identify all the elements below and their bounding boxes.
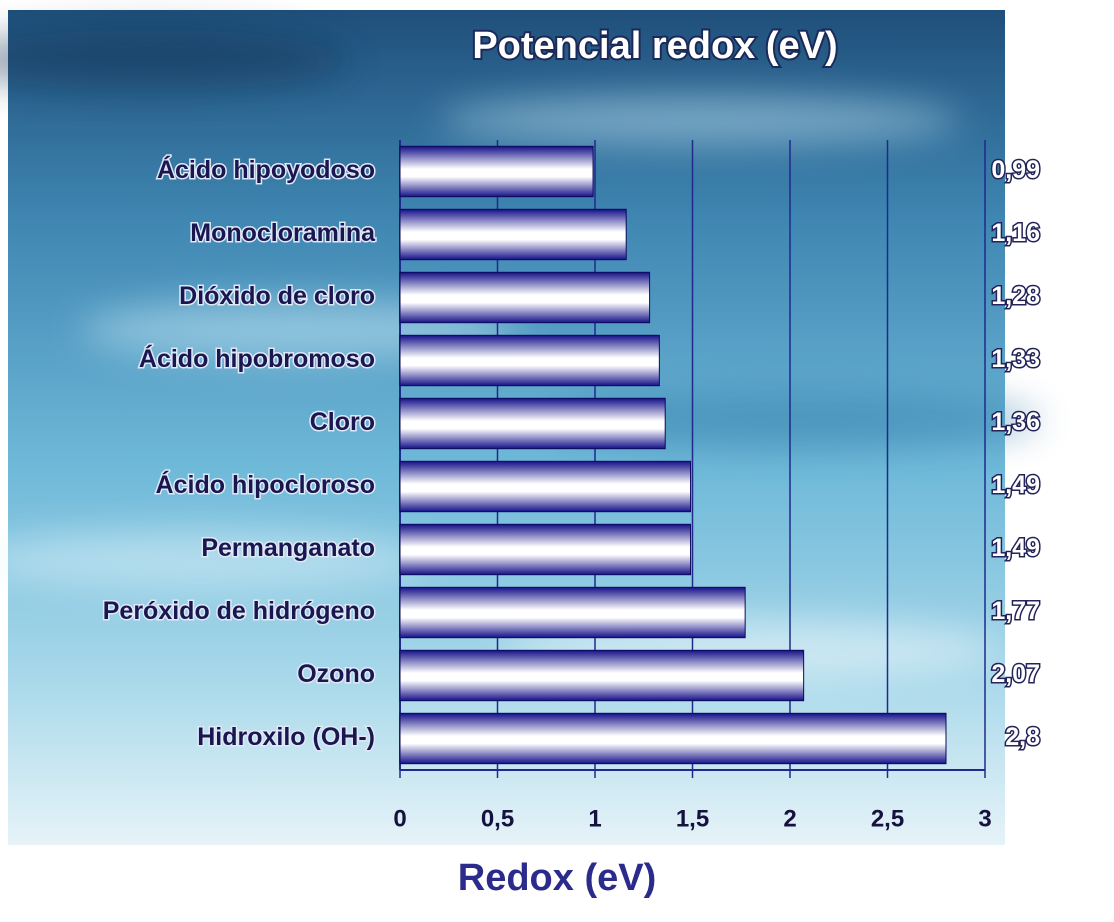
value-label: 1,36 — [991, 408, 1040, 436]
x-tick-label: 0 — [393, 805, 406, 832]
x-tick-label: 0,5 — [481, 805, 514, 832]
value-label: 1,16 — [991, 219, 1040, 247]
chart: Potencial redox (eV) Redox (eV) 0 0,5 1 1,5… — [0, 0, 1114, 922]
value-label: 1,33 — [991, 345, 1040, 373]
category-label: Ácido hipocloroso — [156, 470, 375, 499]
bar — [400, 146, 593, 196]
category-label: Ozono — [297, 660, 375, 688]
x-tick-label: 2,5 — [871, 805, 904, 832]
category-label: Ácido hipoyodoso — [157, 155, 375, 184]
bar — [400, 650, 804, 700]
x-tick-label: 2 — [783, 805, 796, 832]
bar — [400, 335, 659, 385]
x-tick-label: 1,5 — [676, 805, 709, 832]
x-tick-label: 1 — [588, 805, 601, 832]
x-tick-label: 3 — [978, 805, 991, 832]
bar — [400, 398, 665, 448]
value-label: 2,07 — [991, 660, 1040, 688]
value-label: 1,49 — [991, 471, 1040, 499]
category-label: Monocloramina — [190, 219, 376, 247]
bar — [400, 272, 650, 322]
category-label: Dióxido de cloro — [179, 282, 375, 310]
bar — [400, 461, 691, 511]
category-label: Cloro — [310, 408, 375, 436]
category-label: Permanganato — [201, 534, 375, 562]
chart-title: Potencial redox (eV) — [472, 25, 837, 67]
category-label: Ácido hipobromoso — [139, 344, 375, 373]
value-label: 1,77 — [991, 597, 1040, 625]
value-label: 2,8 — [1005, 723, 1040, 751]
category-label: Hidroxilo (OH-) — [197, 723, 375, 751]
value-label: 0,99 — [991, 156, 1040, 184]
bar — [400, 587, 745, 637]
bar — [400, 209, 626, 259]
bar — [400, 524, 691, 574]
x-axis-title: Redox (eV) — [458, 857, 656, 899]
bar — [400, 713, 946, 763]
value-label: 1,49 — [991, 534, 1040, 562]
value-label: 1,28 — [991, 282, 1040, 310]
category-label: Peróxido de hidrógeno — [103, 597, 375, 625]
